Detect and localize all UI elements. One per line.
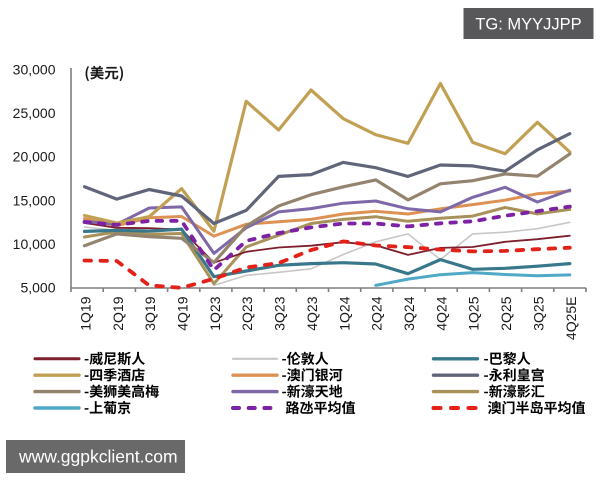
- svg-text:4Q24: 4Q24: [433, 296, 449, 330]
- svg-text:25,000: 25,000: [13, 105, 56, 121]
- svg-text:4Q19: 4Q19: [175, 296, 191, 330]
- svg-text:5,000: 5,000: [20, 280, 55, 296]
- svg-text:3Q23: 3Q23: [272, 296, 288, 330]
- svg-text:10,000: 10,000: [13, 236, 56, 252]
- svg-text:15,000: 15,000: [13, 192, 56, 208]
- svg-text:TG: MYYJJPP: TG: MYYJJPP: [475, 16, 581, 34]
- svg-text:20,000: 20,000: [13, 149, 56, 165]
- svg-text:2Q23: 2Q23: [239, 296, 255, 330]
- svg-text:4Q25E: 4Q25E: [563, 297, 579, 341]
- svg-text:3Q24: 3Q24: [401, 296, 417, 330]
- svg-text:1Q25: 1Q25: [466, 296, 482, 330]
- svg-text:4Q23: 4Q23: [304, 296, 320, 330]
- svg-text:3Q19: 3Q19: [142, 296, 158, 330]
- svg-text:30,000: 30,000: [13, 62, 56, 78]
- svg-text:1Q23: 1Q23: [207, 296, 223, 330]
- svg-text:3Q25: 3Q25: [530, 296, 546, 330]
- svg-text:2Q25: 2Q25: [498, 296, 514, 330]
- svg-text:www.ggpkclient.com: www.ggpkclient.com: [18, 447, 178, 467]
- svg-text:1Q19: 1Q19: [78, 296, 94, 330]
- svg-text:1Q24: 1Q24: [336, 296, 352, 330]
- svg-text:2Q19: 2Q19: [110, 296, 126, 330]
- svg-text:2Q24: 2Q24: [369, 296, 385, 330]
